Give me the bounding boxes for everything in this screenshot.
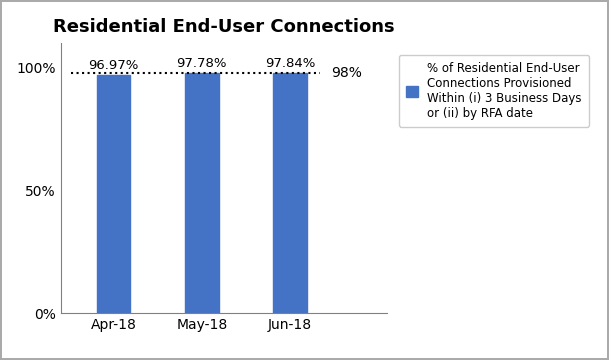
Text: 98%: 98% bbox=[331, 66, 362, 80]
Text: 97.84%: 97.84% bbox=[265, 57, 315, 70]
Text: 97.78%: 97.78% bbox=[177, 57, 227, 70]
Bar bbox=[185, 73, 219, 313]
Title: Residential End-User Connections: Residential End-User Connections bbox=[53, 18, 395, 36]
Text: 96.97%: 96.97% bbox=[88, 59, 139, 72]
Legend: % of Residential End-User
Connections Provisioned
Within (i) 3 Business Days
or : % of Residential End-User Connections Pr… bbox=[399, 54, 589, 127]
Bar bbox=[97, 75, 130, 313]
Bar bbox=[273, 73, 306, 313]
